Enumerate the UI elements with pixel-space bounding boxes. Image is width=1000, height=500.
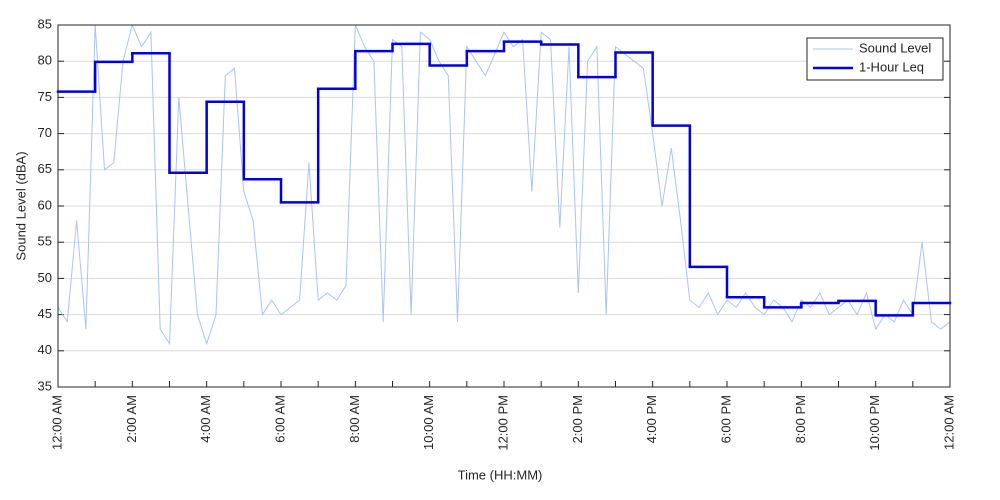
legend-label: 1-Hour Leq [859, 59, 924, 74]
y-tick-label: 85 [38, 16, 52, 31]
y-axis-label: Sound Level (dBA) [13, 151, 28, 260]
y-tick-label: 60 [38, 197, 52, 212]
y-tick-label: 45 [38, 306, 52, 321]
x-tick-label: 4:00 PM [644, 395, 659, 443]
axes-box [57, 24, 951, 388]
y-tick-label: 35 [38, 378, 52, 393]
sound-line [58, 25, 950, 346]
x-tick-label: 10:00 AM [421, 395, 436, 450]
x-tick-label: 12:00 AM [49, 395, 64, 450]
x-tick-label: 10:00 PM [867, 395, 882, 451]
y-tick-label: 65 [38, 161, 52, 176]
x-tick-label: 2:00 PM [570, 395, 585, 443]
legend-box [806, 37, 944, 81]
x-tick-label: 12:00 AM [941, 395, 956, 450]
y-tick-label: 80 [38, 53, 52, 68]
legend-label: Sound Level [859, 40, 931, 55]
x-tick-label: 6:00 PM [718, 395, 733, 443]
x-tick-label: 12:00 PM [495, 395, 510, 451]
x-tick-label: 8:00 AM [347, 395, 362, 443]
y-tick-label: 75 [38, 89, 52, 104]
y-tick-label: 50 [38, 270, 52, 285]
x-tick-label: 8:00 PM [793, 395, 808, 443]
y-tick-label: 40 [38, 342, 52, 357]
x-tick-label: 4:00 AM [198, 395, 213, 443]
y-tick-label: 70 [38, 125, 52, 140]
x-tick-label: 6:00 AM [272, 395, 287, 443]
x-tick-label: 2:00 AM [124, 395, 139, 443]
y-tick-label: 55 [38, 234, 52, 249]
x-axis-label: Time (HH:MM) [458, 467, 543, 482]
